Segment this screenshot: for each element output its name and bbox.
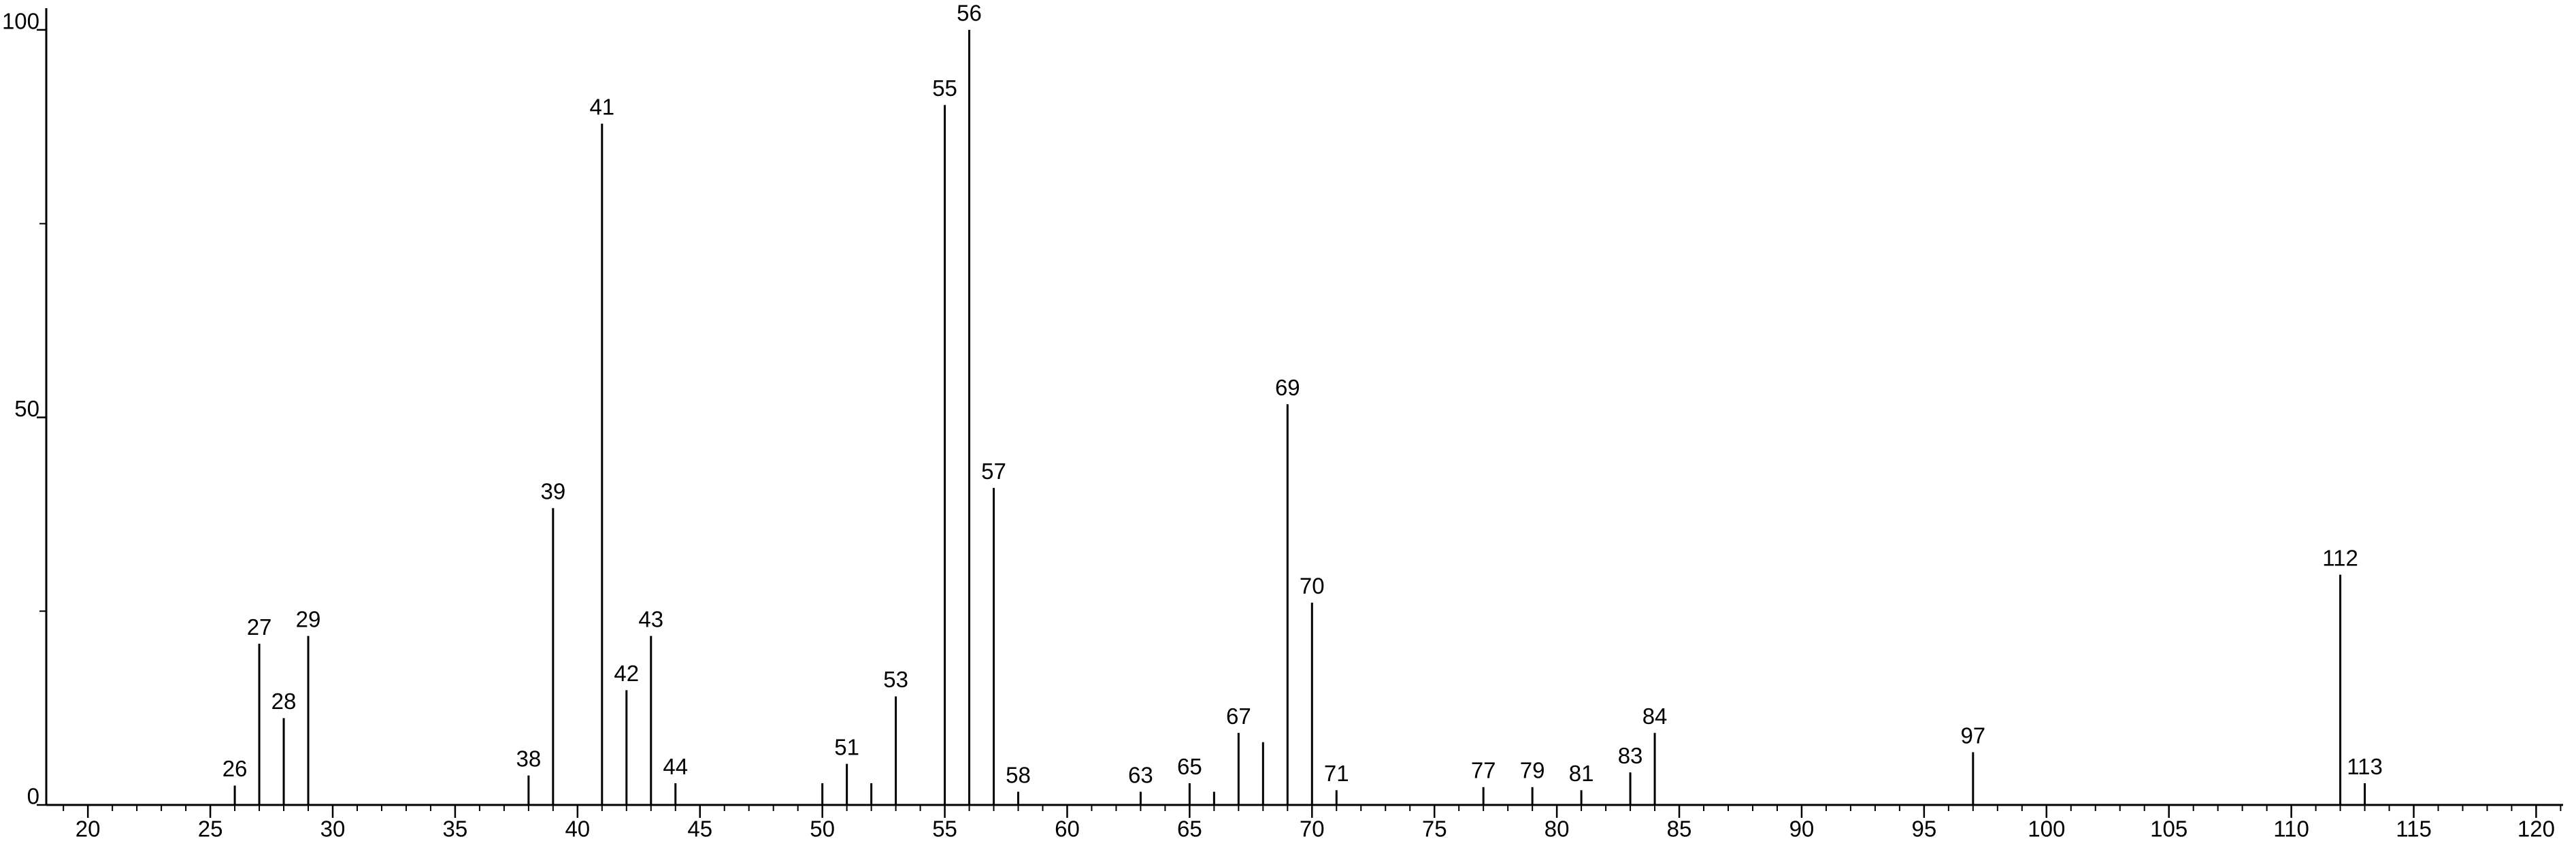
x-tick-label: 115: [2396, 817, 2432, 841]
x-tick-label: 85: [1667, 817, 1692, 841]
y-tick-label: 50: [14, 396, 39, 421]
peak-label: 42: [614, 661, 639, 686]
peak-label: 79: [1520, 758, 1545, 783]
x-tick-label: 25: [198, 817, 223, 841]
x-tick-label: 60: [1055, 817, 1080, 841]
peak-label: 58: [1006, 762, 1031, 787]
x-tick-label: 100: [2028, 817, 2065, 841]
x-tick-label: 80: [1545, 817, 1570, 841]
x-tick-label: 75: [1422, 817, 1447, 841]
peak-label: 69: [1275, 375, 1300, 400]
peak-label: 71: [1324, 761, 1349, 786]
y-tick-label: 100: [2, 9, 39, 34]
peak-label: 112: [2322, 545, 2358, 570]
peak-label: 56: [957, 1, 982, 26]
x-tick-label: 30: [320, 817, 346, 841]
peak-label: 29: [296, 606, 321, 631]
peak-label: 28: [271, 689, 297, 714]
peak-label: 63: [1128, 762, 1153, 787]
x-tick-label: 40: [565, 817, 590, 841]
peak-label: 55: [932, 76, 957, 101]
peak-label: 113: [2347, 754, 2383, 779]
peak-label: 67: [1226, 704, 1251, 729]
peak-label: 27: [247, 614, 272, 640]
x-tick-label: 110: [2273, 817, 2309, 841]
x-tick-label: 70: [1300, 817, 1325, 841]
peak-label: 26: [222, 756, 248, 781]
peak-label: 43: [638, 606, 663, 631]
x-tick-label: 120: [2517, 817, 2555, 841]
peak-label: 81: [1569, 761, 1594, 786]
peak-label: 70: [1300, 573, 1325, 598]
peak-label: 41: [589, 94, 614, 119]
x-tick-label: 55: [932, 817, 957, 841]
peak-label: 39: [540, 478, 565, 504]
peak-label: 77: [1471, 758, 1496, 783]
peak-label: 65: [1177, 754, 1202, 779]
x-tick-label: 105: [2150, 817, 2187, 841]
peak-label: 97: [1960, 723, 1985, 748]
x-tick-label: 20: [76, 817, 101, 841]
x-tick-label: 35: [443, 817, 468, 841]
peak-label: 53: [883, 667, 908, 692]
peak-label: 51: [834, 734, 859, 759]
peak-label: 84: [1642, 704, 1668, 729]
x-tick-label: 95: [1911, 817, 1936, 841]
peak-label: 83: [1618, 743, 1643, 768]
x-tick-label: 90: [1789, 817, 1815, 841]
x-tick-label: 50: [810, 817, 835, 841]
y-tick-label: 0: [27, 784, 39, 809]
peak-label: 38: [516, 746, 541, 771]
peak-label: 44: [663, 754, 688, 779]
peak-label: 57: [981, 459, 1006, 484]
x-tick-label: 65: [1177, 817, 1202, 841]
x-tick-label: 45: [687, 817, 712, 841]
